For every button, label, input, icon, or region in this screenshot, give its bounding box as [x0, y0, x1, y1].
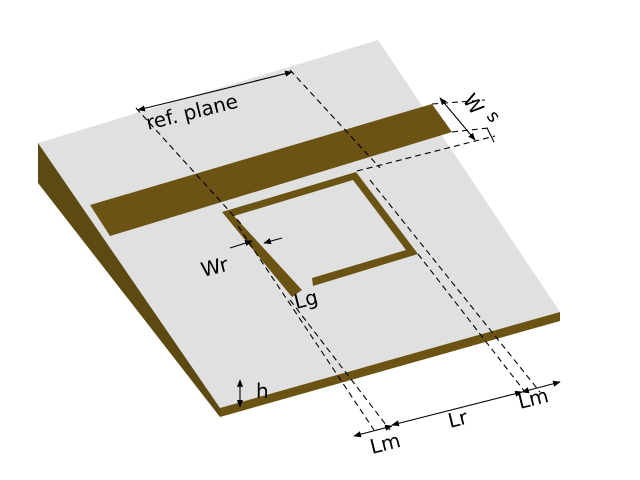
feed-line: [90, 104, 452, 236]
s-label: s: [482, 107, 505, 127]
w-arrow: [439, 97, 476, 141]
lr-label: Lr: [445, 405, 470, 433]
substrate-edge-left: [38, 143, 220, 417]
substrate-edge-front: [220, 312, 560, 417]
wr-arrow-2: [263, 237, 283, 245]
s-ext: [356, 135, 496, 172]
lr-right-outer: [417, 253, 526, 393]
lr-arrow: [391, 390, 523, 427]
h-label: h: [256, 379, 269, 403]
lm-right-label: Lm: [515, 383, 551, 414]
w-ext-top: [431, 99, 486, 105]
ring-resonator: [222, 172, 418, 297]
w-ext-bottom: [451, 127, 489, 133]
lm-left-label: Lm: [367, 428, 403, 459]
s-arrow: [486, 127, 495, 143]
w-label: W: [458, 89, 489, 119]
wr-arrow: [229, 240, 253, 249]
lm-left-inner: [289, 299, 391, 431]
lr-right-inner: [369, 179, 541, 393]
lm-left-arrow: [353, 424, 393, 438]
lg-label: Lg: [291, 285, 320, 314]
ref-line-left: [135, 107, 243, 226]
lm-left-outer: [237, 225, 375, 431]
ref-plane-arrow: [137, 70, 293, 112]
ref-line-right: [289, 69, 381, 169]
lm-right-arrow: [521, 380, 561, 394]
